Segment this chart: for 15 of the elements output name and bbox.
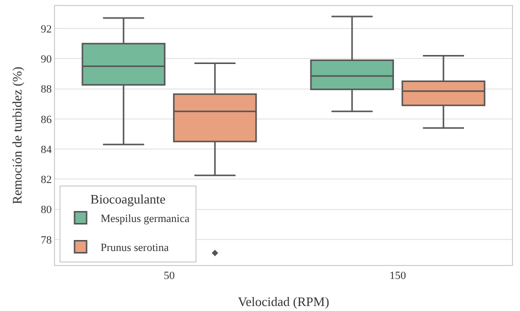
y-tick-label: 78 <box>40 234 52 246</box>
y-tick-label: 82 <box>40 174 52 186</box>
y-tick-label: 86 <box>40 114 52 126</box>
legend-label: Prunus serotina <box>100 242 169 254</box>
x-tick-label: 50 <box>164 270 176 282</box>
y-axis-title: Remoción de turbidez (%) <box>10 66 25 204</box>
x-axis-title: Velocidad (RPM) <box>238 294 330 309</box>
y-tick-label: 88 <box>40 84 52 96</box>
legend-label: Mespilus germanica <box>100 213 190 226</box>
y-tick-label: 84 <box>40 144 52 156</box>
x-tick-label: 150 <box>390 270 406 282</box>
y-tick-label: 80 <box>40 204 52 216</box>
legend-title: Biocoagulante <box>90 191 166 206</box>
y-tick-label: 90 <box>40 54 52 66</box>
y-tick-label: 92 <box>40 23 52 36</box>
